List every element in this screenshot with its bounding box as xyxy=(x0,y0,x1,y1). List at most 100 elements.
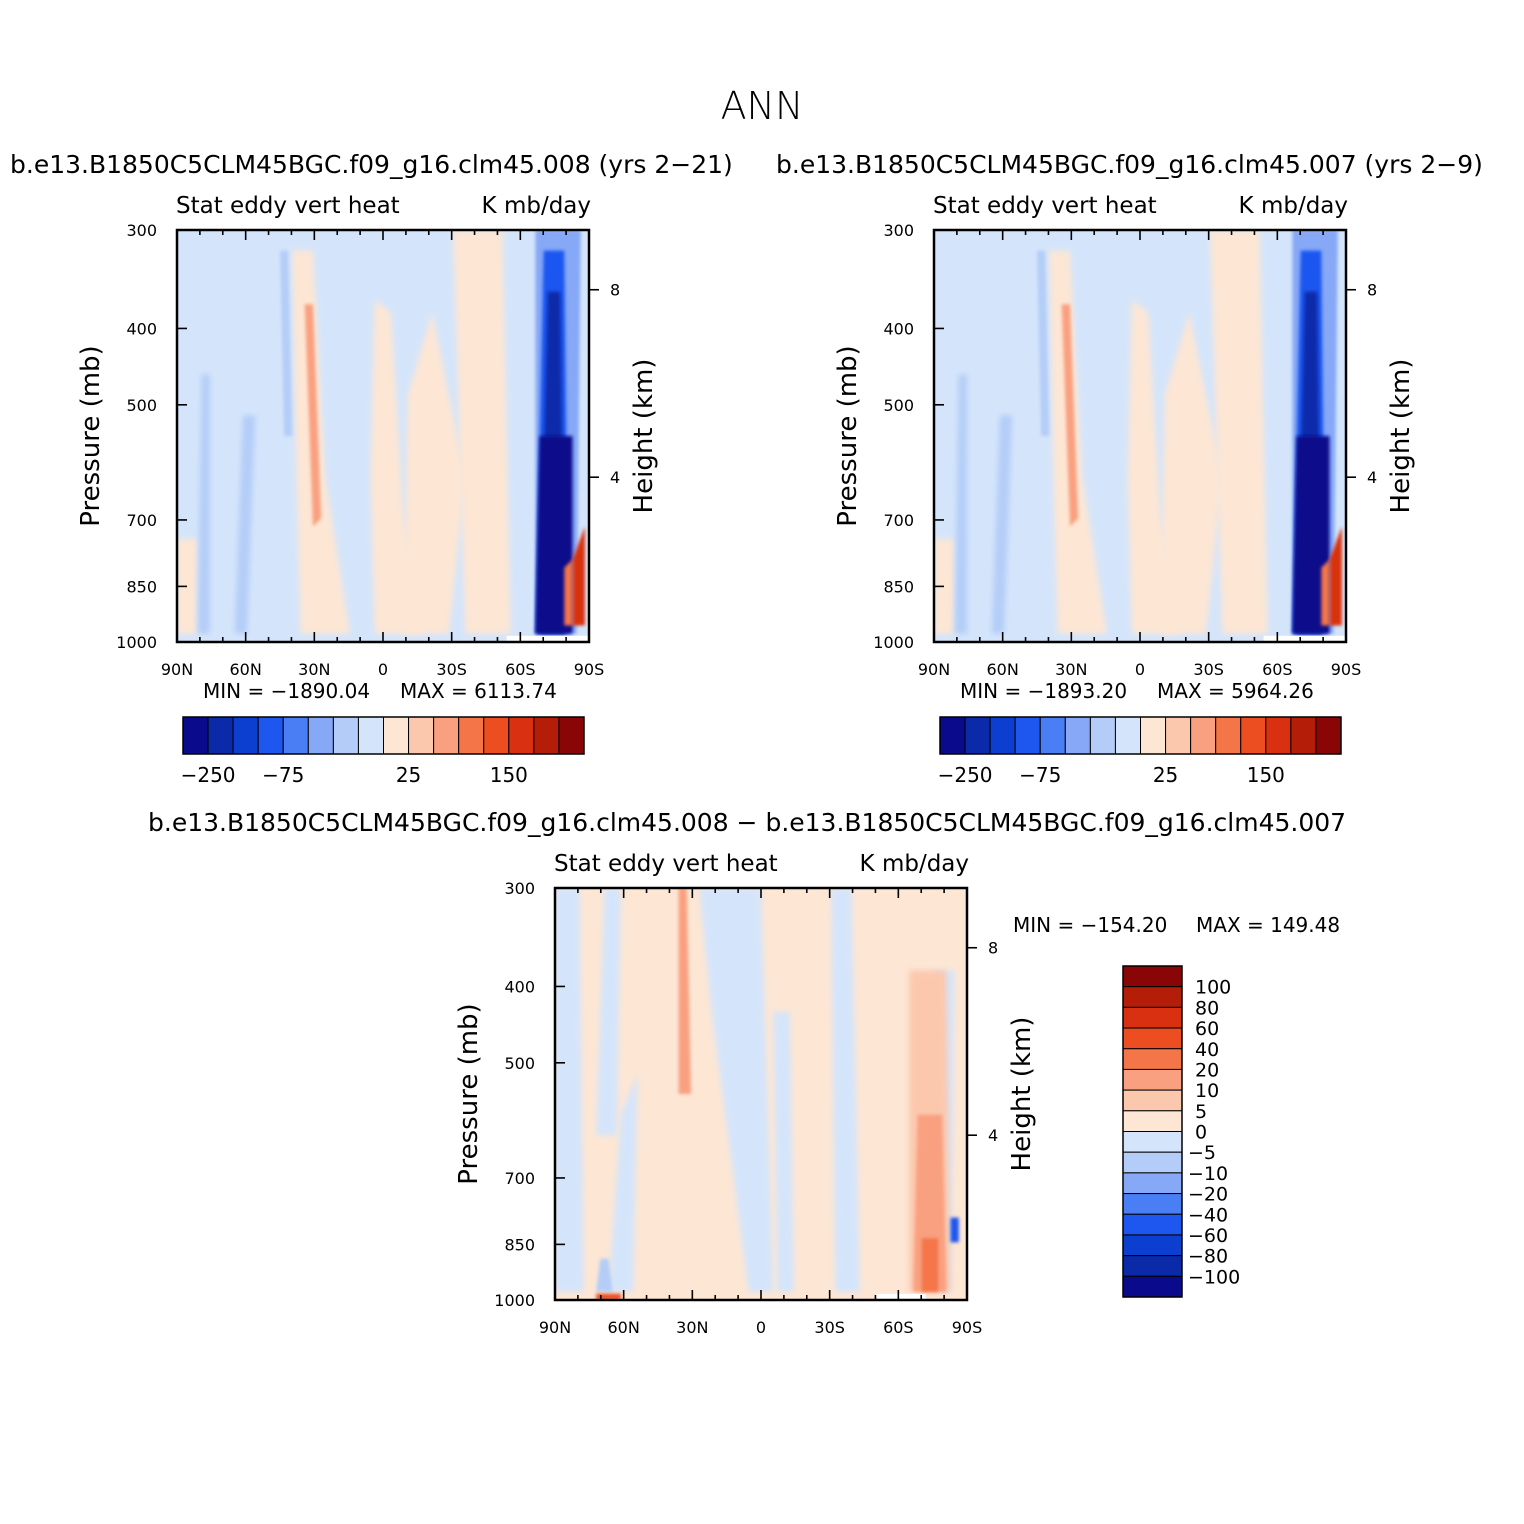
y-tick-label: 700 xyxy=(883,511,914,530)
colorbar-box xyxy=(1122,1006,1183,1029)
colorbar-box xyxy=(307,716,334,755)
field-red-spike xyxy=(564,559,573,626)
x-tick-label: 30N xyxy=(298,660,330,679)
y-tick-label: 400 xyxy=(883,319,914,338)
x-tick-label: 0 xyxy=(378,660,388,679)
units-label: K mb/day xyxy=(482,193,591,219)
colorbar-label: 150 xyxy=(1247,763,1285,787)
x-tick-label: 60S xyxy=(883,1318,914,1337)
field-missing xyxy=(1263,635,1346,642)
y-right-axis-label: Height (km) xyxy=(1386,359,1416,514)
field-group xyxy=(555,888,967,1300)
colorbar-label: −75 xyxy=(262,763,304,787)
colorbar-box xyxy=(1190,716,1217,755)
colorbar: −250 −75 25 150 xyxy=(181,716,585,787)
x-tick-label: 90S xyxy=(952,1318,983,1337)
colorbar-box xyxy=(1122,1172,1183,1195)
field-blue-band xyxy=(535,436,573,634)
field-red-spot xyxy=(596,1293,621,1300)
y-tick-label: 850 xyxy=(126,577,157,596)
colorbar-box xyxy=(533,716,560,755)
panel-3-case-title: b.e13.B1850C5CLM45BGC.f09_g16.clm45.008 … xyxy=(148,808,1347,837)
colorbar-label: −20 xyxy=(1188,1184,1228,1206)
y-tick-label: 500 xyxy=(883,396,914,415)
colorbar-box xyxy=(558,716,585,755)
field-blue-spot xyxy=(950,1217,959,1243)
x-tick-label: 90S xyxy=(574,660,605,679)
colorbar-frame xyxy=(1122,965,1183,1298)
x-tick-label: 60N xyxy=(230,660,262,679)
colorbar-box xyxy=(357,716,384,755)
colorbar-label: 20 xyxy=(1195,1059,1219,1081)
colorbar-label: −60 xyxy=(1188,1225,1228,1247)
panel-2-min-label: MIN = −1893.20 xyxy=(960,679,1128,703)
variable-title: Stat eddy vert heat xyxy=(176,193,400,219)
y-right-tick-label: 8 xyxy=(1367,281,1377,300)
field-red-streak xyxy=(304,304,322,527)
colorbar-label: 25 xyxy=(396,763,421,787)
colorbar-box xyxy=(1122,986,1183,1008)
x-tick-label: 60N xyxy=(987,660,1019,679)
colorbar-box xyxy=(1122,1131,1183,1153)
x-tick-label: 90S xyxy=(1331,660,1362,679)
field-cream-band xyxy=(1210,230,1268,634)
y-right-tick-label: 4 xyxy=(610,468,620,487)
y-tick-label: 1000 xyxy=(116,633,157,652)
x-tick-label: 0 xyxy=(756,1318,766,1337)
colorbar-box xyxy=(1290,716,1317,755)
panel-1-min-label: MIN = −1890.04 xyxy=(203,679,371,703)
y-tick-label: 1000 xyxy=(873,633,914,652)
colorbar-label: 80 xyxy=(1195,997,1219,1019)
colorbar-box xyxy=(1014,716,1041,755)
y-tick-label: 700 xyxy=(126,511,157,530)
colorbar-box xyxy=(1122,1234,1183,1257)
x-tick-label: 30S xyxy=(814,1318,845,1337)
variable-title: Stat eddy vert heat xyxy=(554,851,778,877)
y-tick-label: 1000 xyxy=(494,1291,535,1310)
field-missing xyxy=(876,1293,926,1300)
colorbar-label: 5 xyxy=(1195,1101,1207,1123)
field-cream-band xyxy=(1127,300,1182,634)
panel-1-max-label: MAX = 6113.74 xyxy=(400,679,557,703)
x-tick-label: 0 xyxy=(1135,660,1145,679)
colorbar-box xyxy=(1265,716,1292,755)
y-axis-label: Pressure (mb) xyxy=(454,1003,484,1184)
y-tick-label: 500 xyxy=(504,1054,535,1073)
field-red-streak xyxy=(678,888,691,1094)
field-blue-band xyxy=(831,888,860,1292)
colorbar-box xyxy=(458,716,485,755)
y-right-tick-label: 8 xyxy=(610,281,620,300)
colorbar-label: 25 xyxy=(1153,763,1178,787)
colorbar-box xyxy=(433,716,460,755)
field-pale-streak xyxy=(596,1258,613,1292)
x-tick-label: 60S xyxy=(1262,660,1293,679)
field-blue-streak xyxy=(954,374,967,634)
axes-group: 90N 60N 30N 0 30S 60S 90S 300 400 500 700 850 1000 8 4… xyxy=(454,851,1037,1337)
field-blue-streak xyxy=(991,415,1013,634)
colorbar-box xyxy=(408,716,435,755)
colorbar-box xyxy=(383,716,410,755)
x-tick-label: 90N xyxy=(918,660,950,679)
y-right-axis-label: Height (km) xyxy=(1007,1017,1037,1172)
colorbar-label: 60 xyxy=(1195,1018,1219,1040)
field-blue-streak xyxy=(234,415,256,634)
y-axis-label: Pressure (mb) xyxy=(76,345,106,526)
y-tick-label: 300 xyxy=(504,879,535,898)
colorbar-box xyxy=(257,716,284,755)
colorbar-box xyxy=(1122,1255,1183,1277)
panel-1-case-title: b.e13.B1850C5CLM45BGC.f09_g16.clm45.008 … xyxy=(10,150,733,179)
panel-2-max-label: MAX = 5964.26 xyxy=(1157,679,1314,703)
field-cream-band xyxy=(934,539,955,634)
panel-3-min-label: MIN = −154.20 xyxy=(1013,913,1168,937)
colorbar-box xyxy=(1114,716,1141,755)
y-tick-label: 850 xyxy=(883,577,914,596)
colorbar-label: −75 xyxy=(1019,763,1061,787)
field-group xyxy=(934,230,1346,642)
x-tick-label: 60N xyxy=(608,1318,640,1337)
colorbar-box xyxy=(1122,1193,1183,1215)
colorbar-box xyxy=(1240,716,1267,755)
colorbar-label: 10 xyxy=(1195,1080,1219,1102)
colorbar-box xyxy=(1122,1110,1183,1132)
